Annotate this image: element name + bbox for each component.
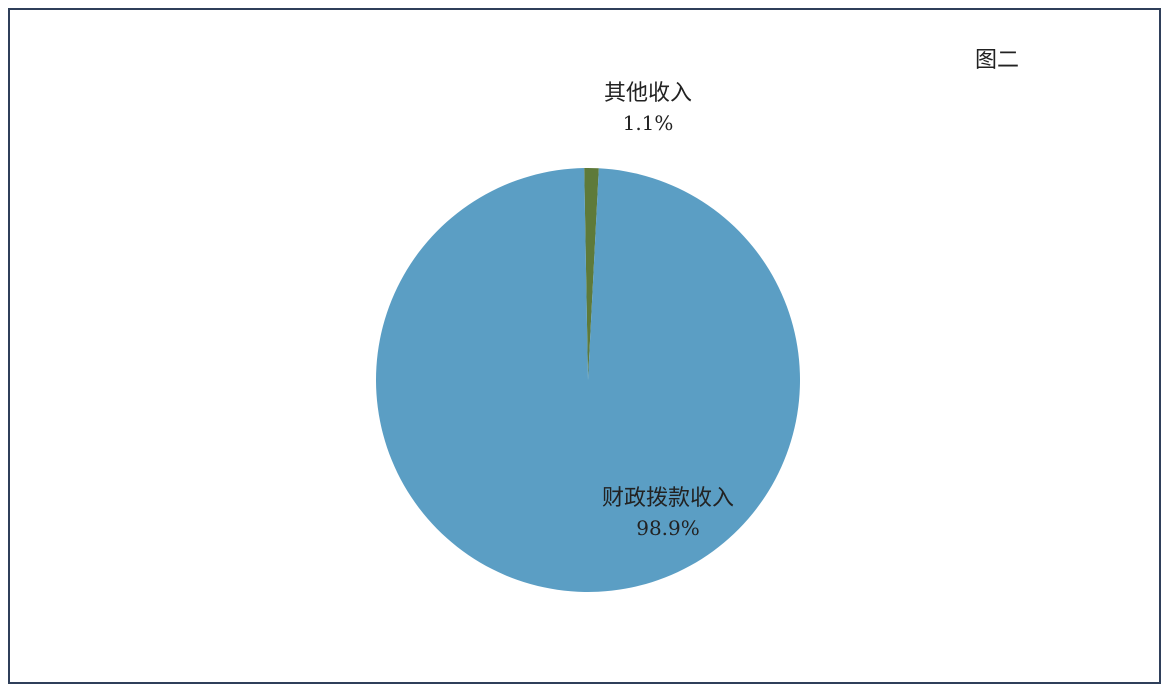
slice-value-1: 1.1% [623, 111, 674, 135]
figure-label: 图二 [975, 48, 1020, 73]
slice-value-2: 98.9% [636, 516, 700, 540]
slice-label-1: 其他收入 [604, 81, 692, 106]
pie-slice-1 [584, 167, 599, 380]
slice-label-2: 财政拨款收入 [602, 486, 734, 511]
pie-slice-2 [376, 168, 801, 592]
